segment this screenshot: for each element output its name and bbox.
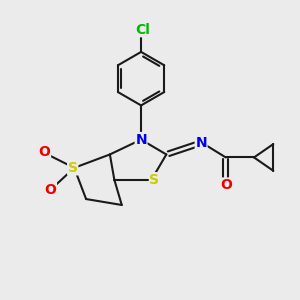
Text: N: N [195,136,207,150]
Text: O: O [38,145,50,159]
Text: N: N [135,133,147,147]
Text: S: S [68,161,78,175]
Text: O: O [220,178,232,192]
Text: S: S [149,173,160,187]
Text: O: O [44,182,56,197]
Text: Cl: Cl [135,22,150,37]
